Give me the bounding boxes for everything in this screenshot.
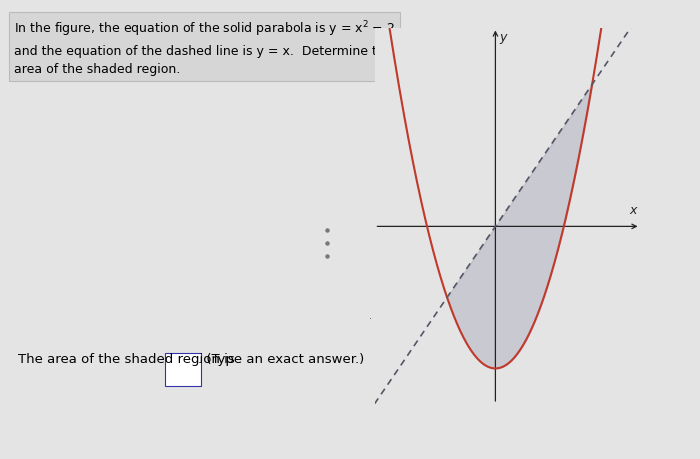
Text: . . .: . . . [369,311,384,321]
Text: . (Type an exact answer.): . (Type an exact answer.) [198,353,365,366]
Text: In the figure, the equation of the solid parabola is y = x$^2$ − 2
and the equat: In the figure, the equation of the solid… [14,20,395,76]
Text: x: x [629,204,636,217]
Text: y: y [499,31,507,44]
Text: The area of the shaded region is: The area of the shaded region is [18,353,234,366]
FancyBboxPatch shape [164,353,201,386]
